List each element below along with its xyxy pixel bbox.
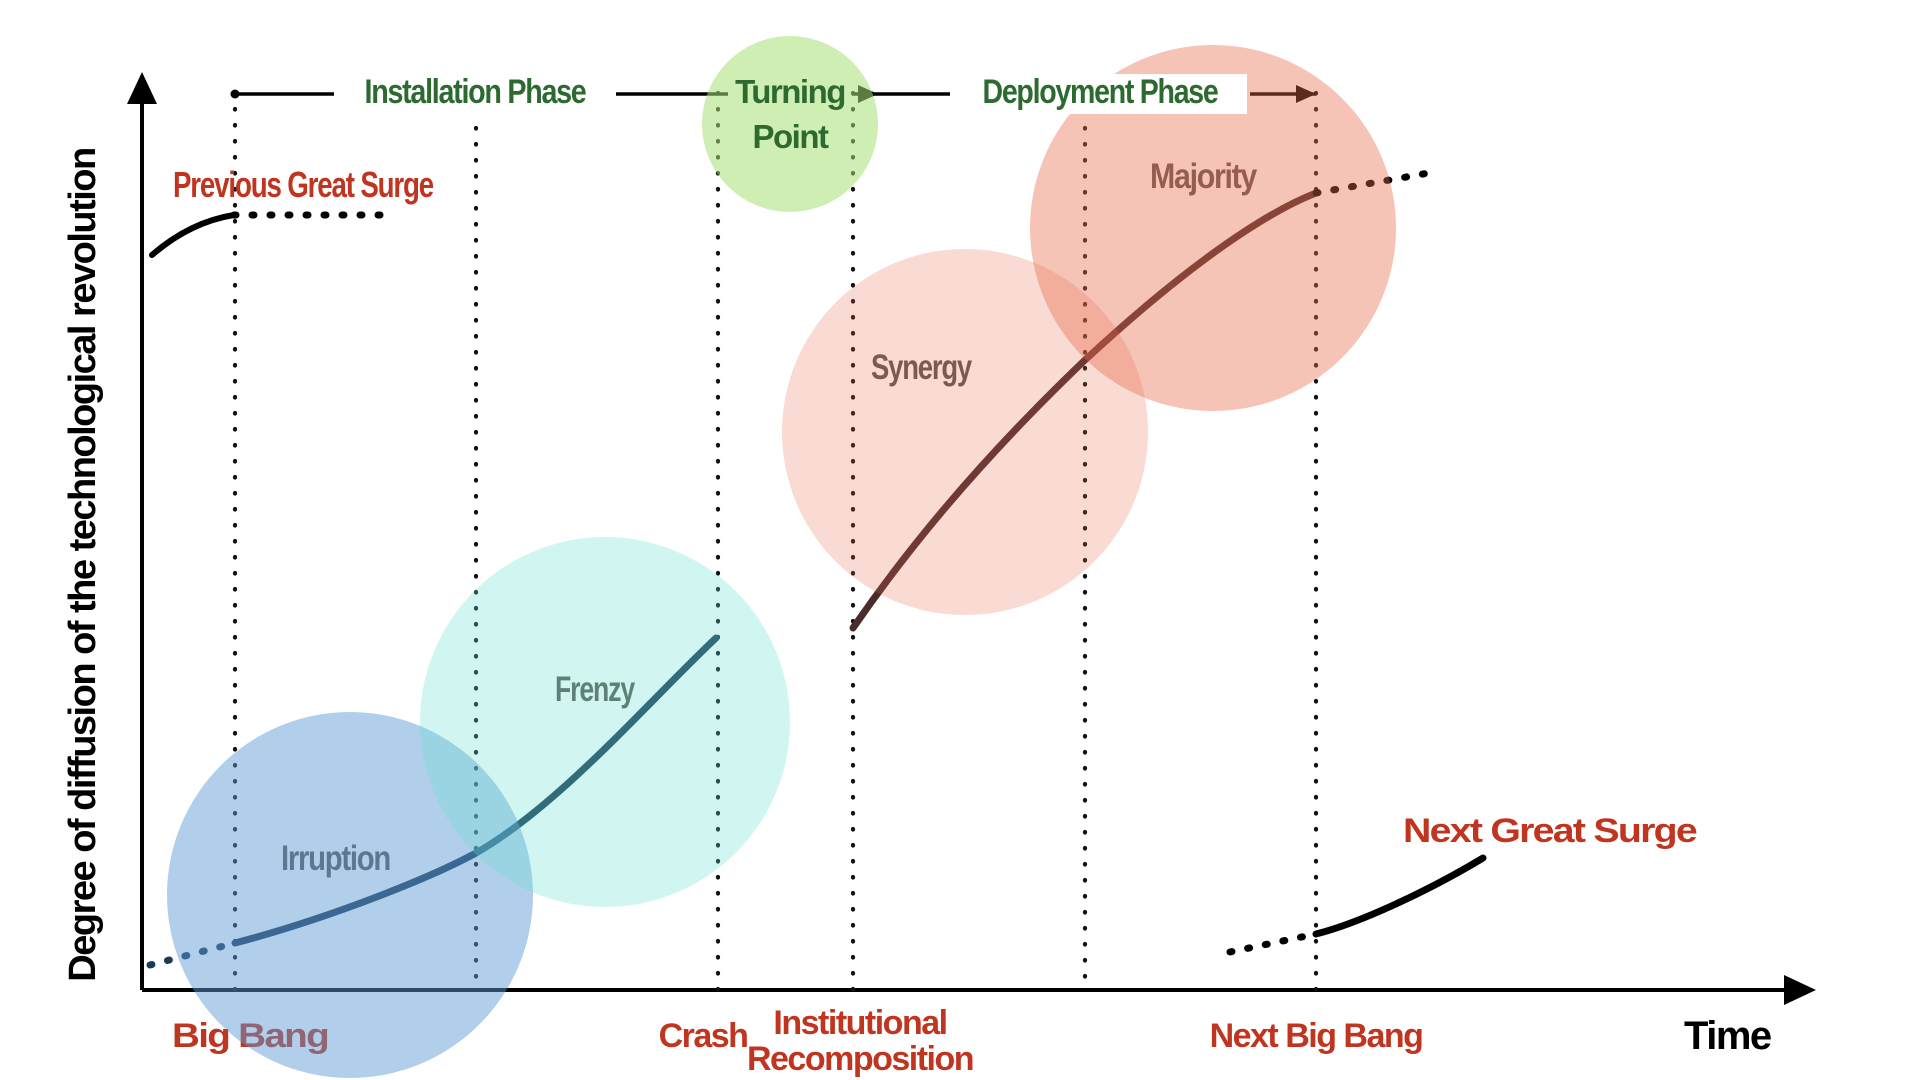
svg-text:Recomposition: Recomposition <box>747 1040 973 1078</box>
svg-text:Installation Phase: Installation Phase <box>365 73 586 111</box>
svg-text:Institutional: Institutional <box>773 1004 946 1042</box>
svg-text:Previous Great Surge: Previous Great Surge <box>173 164 433 205</box>
svg-text:Next Great Surge: Next Great Surge <box>1403 812 1697 850</box>
svg-text:Turning: Turning <box>735 73 845 110</box>
svg-text:Point: Point <box>753 118 829 155</box>
svg-text:Degree of diffusion of the tec: Degree of diffusion of the technological… <box>62 148 104 981</box>
svg-text:Crash: Crash <box>659 1017 748 1055</box>
svg-text:Time: Time <box>1684 1014 1771 1058</box>
svg-text:Deployment Phase: Deployment Phase <box>983 73 1218 111</box>
svg-text:Next Big Bang: Next Big Bang <box>1210 1017 1423 1055</box>
